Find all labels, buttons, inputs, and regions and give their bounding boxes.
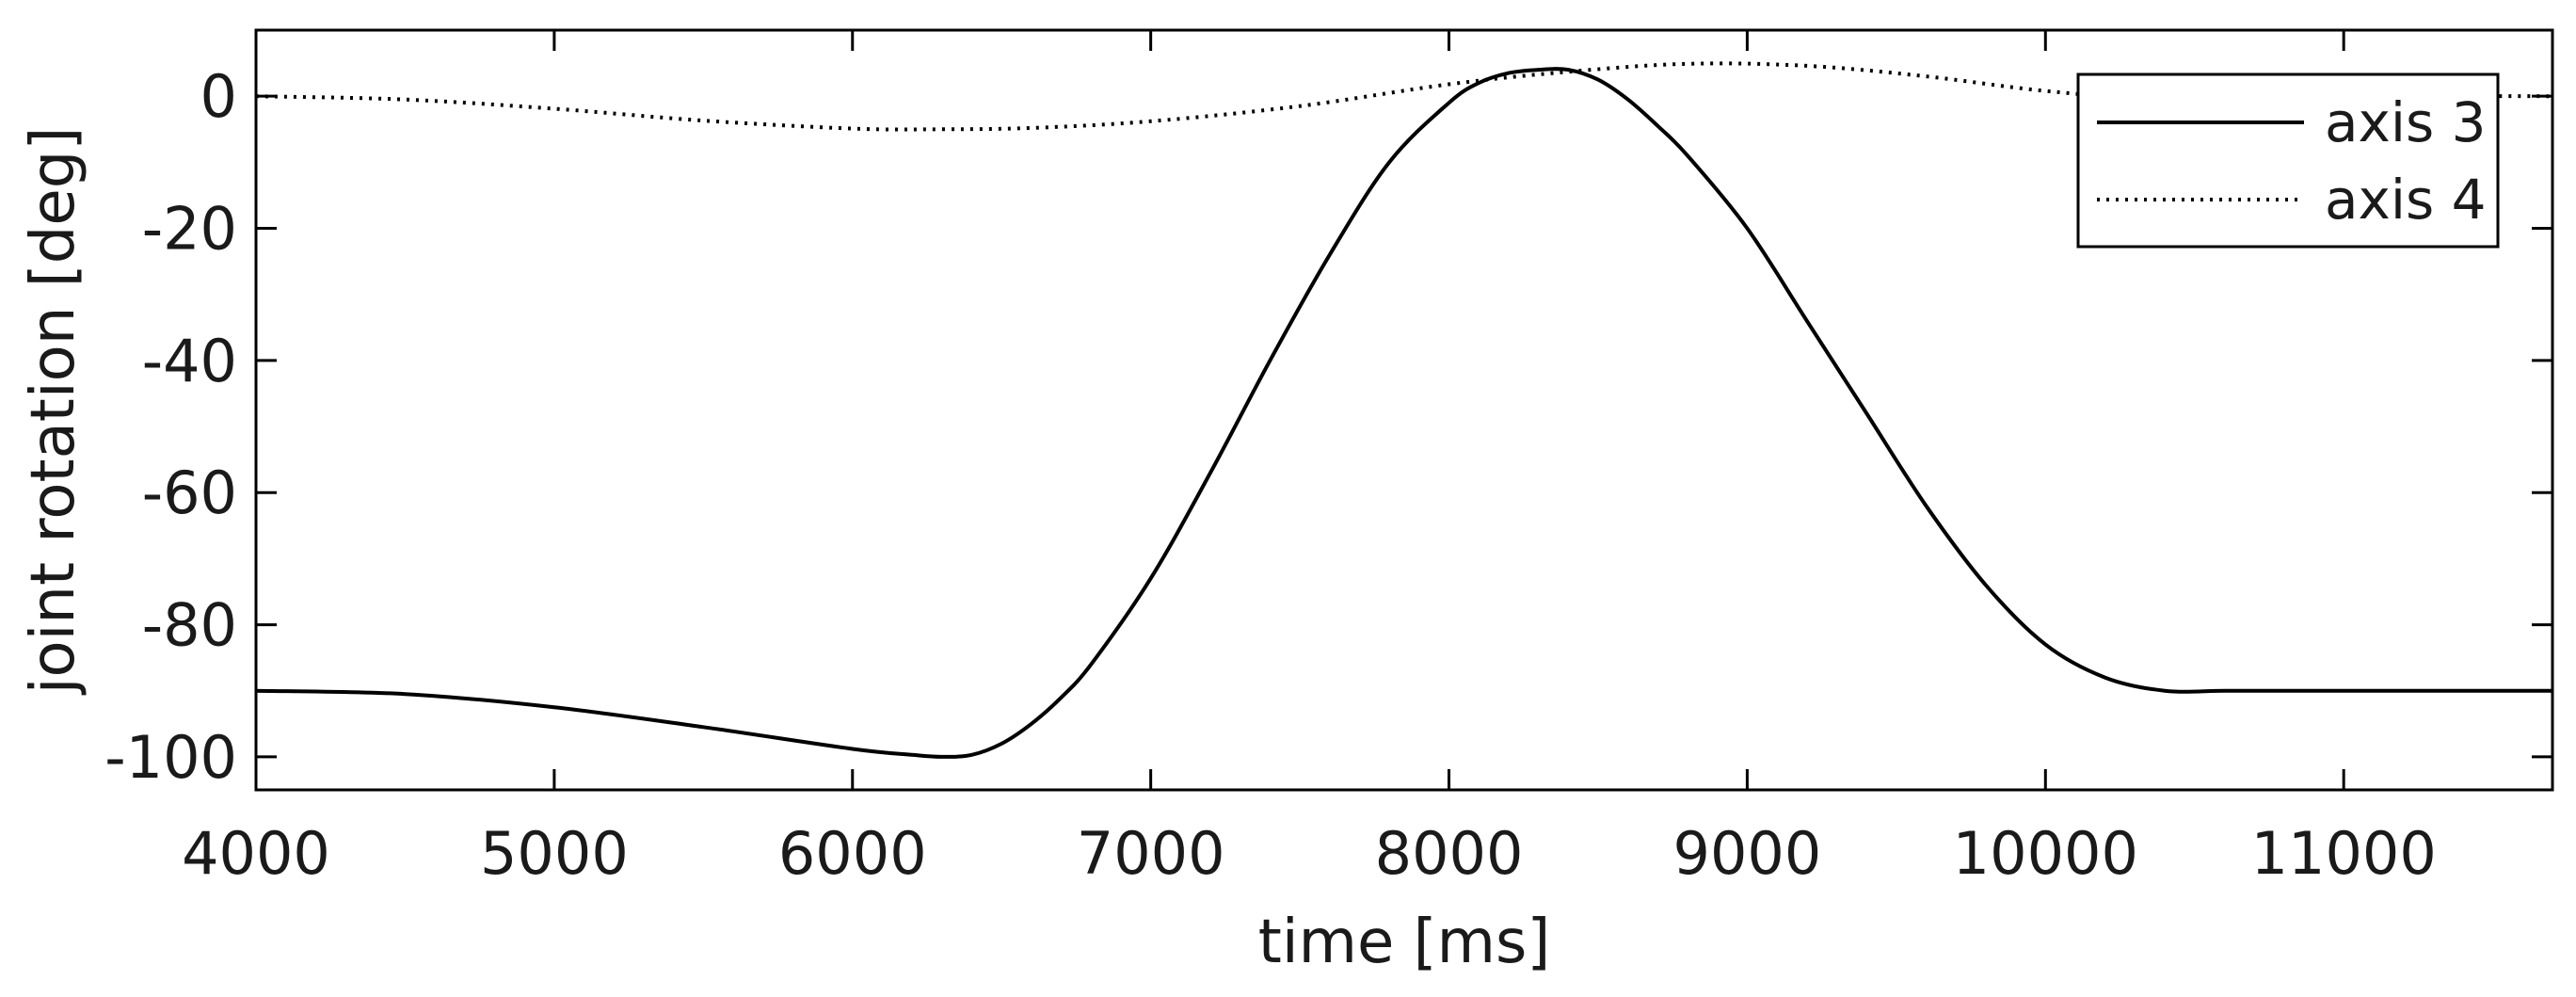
plot-frame [254, 28, 2554, 792]
legend-label-axis-3: axis 3 [2325, 90, 2487, 154]
x-tick-label: 8000 [1375, 819, 1524, 888]
y-tick-label: -60 [142, 458, 237, 527]
x-axis-label: time [ms] [1258, 908, 1551, 977]
legend-box [2076, 72, 2500, 249]
y-tick-label: -40 [142, 327, 237, 395]
x-tick-labels: 4000 5000 6000 7000 8000 9000 10000 11000 [182, 819, 2437, 888]
x-tick-label: 10000 [1953, 819, 2138, 888]
x-tick-label: 4000 [182, 819, 330, 888]
x-tick-label: 9000 [1673, 819, 1822, 888]
legend-label-axis-4: axis 4 [2325, 168, 2487, 232]
x-tick-label: 5000 [480, 819, 629, 888]
y-tick-label: -80 [142, 591, 237, 660]
x-tick-label: 7000 [1077, 819, 1225, 888]
y-tick-labels: 0 -20 -40 -60 -80 -100 [104, 62, 237, 792]
series-line-axis-3 [255, 67, 2552, 759]
x-tick-label: 6000 [778, 819, 927, 888]
x-tick-label: 11000 [2251, 819, 2437, 888]
series-lines [255, 61, 2553, 759]
y-tick-label: 0 [200, 62, 237, 131]
y-axis-label: joint rotation [deg] [19, 127, 88, 697]
y-tick-label: -20 [142, 195, 237, 264]
y-tick-label: -100 [104, 723, 237, 792]
legend: axis 3 axis 4 [2076, 72, 2500, 249]
series-line-axis-4 [255, 61, 2553, 132]
axis-ticks [254, 30, 2552, 790]
